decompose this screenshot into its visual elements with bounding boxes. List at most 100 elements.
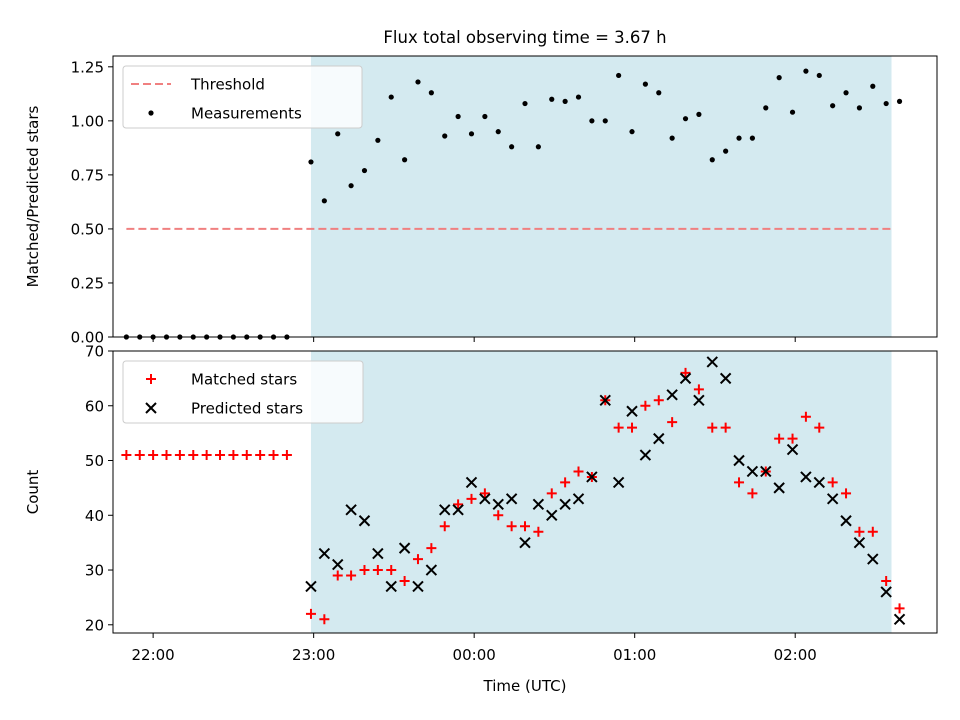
predicted-stars-point	[880, 586, 892, 598]
matched-stars-point	[707, 422, 718, 433]
matched-stars-point	[680, 367, 691, 378]
matched-stars-point	[228, 450, 239, 461]
predicted-stars-point	[840, 515, 852, 527]
y-tick-label: 1.00	[71, 112, 104, 130]
predicted-stars-point	[318, 547, 331, 560]
count-panel: 20 30 40 50 60 70 22:00 23:00 00:00 01:00 02:00 Cou…	[24, 343, 938, 695]
matched-stars-point	[506, 521, 517, 532]
predicted-stars-point	[412, 580, 424, 593]
measurement-point	[549, 96, 555, 102]
measurement-point	[495, 129, 501, 135]
measurement-point	[642, 81, 648, 87]
y-axis-label: Matched/Predicted stars	[24, 106, 42, 288]
y-tick-label: 1.25	[71, 58, 104, 76]
predicted-stars-point	[465, 476, 478, 489]
predicted-stars-point	[893, 613, 906, 626]
predicted-stars-point	[786, 443, 799, 456]
measurement-point	[602, 118, 608, 124]
matched-stars-point	[241, 450, 252, 461]
measurement-point	[562, 98, 568, 104]
measurement-point	[870, 83, 876, 89]
predicted-stars-point	[345, 504, 357, 516]
measurement-point	[589, 118, 595, 124]
predicted-stars-point	[385, 580, 397, 593]
matched-stars-point	[412, 554, 423, 565]
matched-stars-point	[640, 400, 651, 411]
matched-stars-point	[787, 433, 798, 444]
measurement-point	[402, 157, 408, 163]
measurement-point	[428, 90, 434, 96]
matched-stars-point	[854, 526, 865, 537]
predicted-stars-point	[813, 476, 825, 489]
y-tick-label: 0.75	[71, 166, 104, 184]
matched-stars-point	[800, 411, 811, 422]
measurement-point	[709, 157, 715, 163]
matched-stars-point	[520, 521, 530, 532]
measurement-point	[442, 133, 448, 139]
matched-stars-point	[148, 450, 159, 461]
measurement-point	[856, 105, 863, 111]
y-tick-label: 0.25	[71, 274, 104, 292]
matched-stars-point	[827, 477, 838, 488]
matched-stars-point	[653, 395, 664, 406]
predicted-stars-point	[492, 498, 504, 511]
matched-stars-point	[332, 570, 343, 581]
legend-box	[122, 65, 363, 129]
measurement-point	[789, 109, 796, 115]
figure-title: Flux total observing time = 3.67 h	[383, 28, 666, 47]
matched-stars-point	[359, 565, 370, 576]
predicted-stars-point	[559, 498, 571, 511]
matched-stars-point	[466, 493, 477, 504]
predicted-stars-point	[599, 394, 611, 406]
matched-stars-point	[613, 422, 624, 433]
measurement-point	[896, 98, 903, 104]
predicted-stars-point	[693, 394, 705, 406]
predicted-stars-point	[773, 482, 785, 494]
predicted-stars-point	[425, 564, 438, 576]
matched-stars-point	[867, 526, 878, 537]
measurement-point	[669, 135, 675, 141]
predicted-stars-point	[666, 389, 678, 401]
matched-stars-point	[161, 450, 172, 461]
measurement-point	[509, 144, 515, 150]
y-tick-label: 50	[85, 452, 104, 470]
axes-frame	[112, 350, 938, 634]
matched-stars-point	[346, 570, 357, 581]
measurement-point	[749, 135, 756, 141]
predicted-stars-point	[586, 471, 598, 483]
measurement-point	[361, 167, 368, 174]
matched-stars-point	[720, 422, 731, 433]
y-tick-label: 40	[85, 507, 104, 525]
measurement-point	[388, 94, 394, 100]
y-tick-label: 30	[85, 562, 104, 580]
y-tick-label: 70	[85, 343, 104, 361]
measurement-point	[348, 183, 354, 189]
matched-stars-point	[894, 603, 905, 614]
observing-window-shade	[310, 56, 892, 337]
matched-stars-point	[174, 450, 185, 461]
ratio-panel: 0.00 0.25 0.50 0.75 1.00 1.25 Matched/Predicte…	[24, 55, 938, 347]
predicted-stars-point	[505, 493, 518, 505]
predicted-stars-point	[452, 504, 464, 516]
predicted-stars-point	[546, 509, 558, 521]
measurement-point	[575, 94, 582, 100]
measurement-point	[335, 131, 341, 137]
measurement-point	[816, 72, 822, 79]
matched-stars-point	[453, 499, 464, 510]
predicted-stars-point	[358, 515, 371, 527]
x-tick-label: 00:00	[453, 646, 496, 664]
matched-stars-point	[268, 450, 279, 461]
predicted-stars-point	[612, 476, 625, 489]
measurement-point	[736, 135, 742, 141]
matched-stars-point	[255, 450, 266, 461]
measurement-point	[803, 68, 809, 74]
measurement-point	[696, 111, 702, 117]
predicted-stars-point	[800, 471, 812, 483]
matched-stars-point	[560, 477, 571, 488]
measurement-point	[830, 103, 836, 109]
predicted-stars-point	[853, 536, 866, 549]
matched-stars-point	[493, 510, 504, 521]
predicted-stars-point	[519, 536, 531, 549]
predicted-stars-point	[479, 493, 491, 505]
predicted-stars-point	[305, 580, 317, 593]
